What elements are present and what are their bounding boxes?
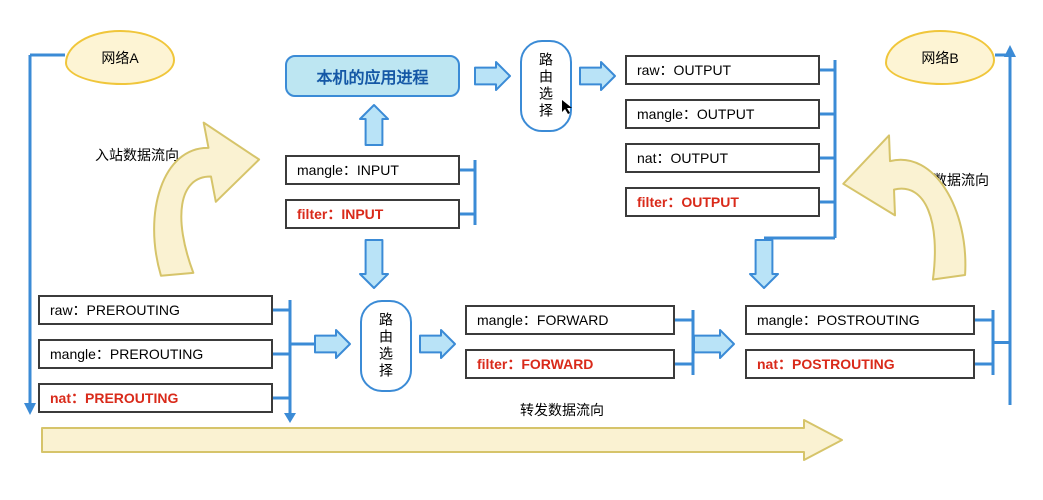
rail-arrows xyxy=(0,0,1043,500)
diagram-stage: 网络A网络B本机的应用进程路由选择路由选择raw：PREROUTINGmangl… xyxy=(0,0,1043,500)
